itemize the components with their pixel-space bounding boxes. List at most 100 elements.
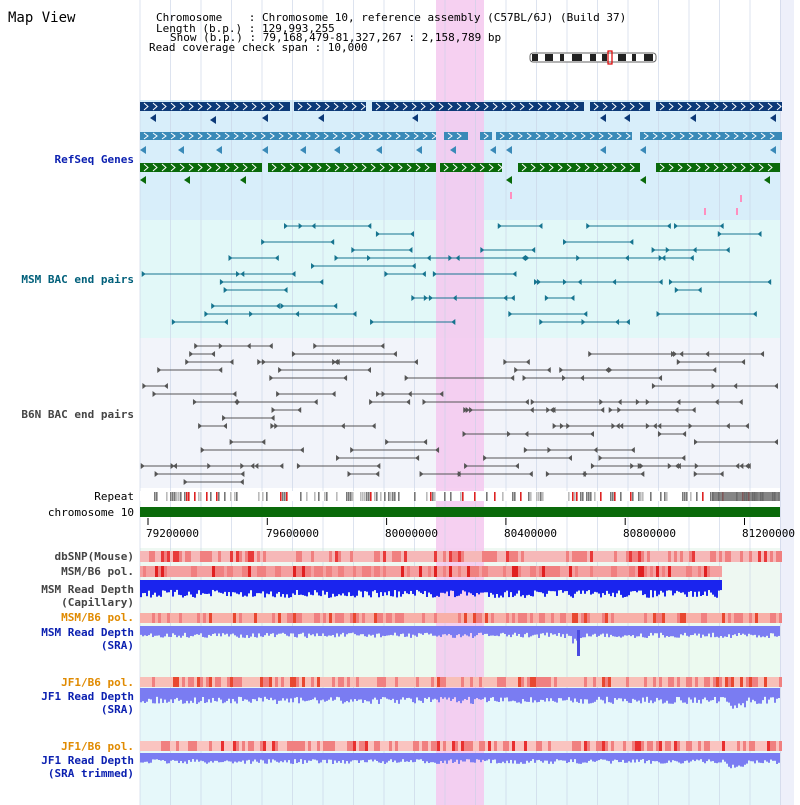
jf1-depth-trimmed bbox=[702, 753, 704, 762]
track-label-jf1-b6-pol[interactable]: JF1/B6 pol. bbox=[61, 676, 134, 689]
dbsnp-density bbox=[674, 551, 677, 562]
strand-arrow bbox=[438, 102, 444, 111]
msm-b6-polymorphism-sra bbox=[419, 613, 422, 623]
b6n-bac-pair-end bbox=[694, 463, 699, 469]
msm-b6-polymorphism bbox=[314, 566, 317, 577]
dbsnp-density bbox=[164, 551, 167, 562]
msm-b6-polymorphism bbox=[245, 566, 248, 577]
dbsnp-density bbox=[443, 551, 446, 562]
jf1-b6-polymorphism-trimmed bbox=[653, 741, 656, 751]
jf1-depth-trimmed bbox=[420, 753, 422, 760]
track-label-msm-bac[interactable]: MSM BAC end pairs bbox=[21, 273, 134, 286]
jf1-depth-trimmed bbox=[506, 753, 508, 761]
msm-b6-polymorphism-sra bbox=[677, 613, 680, 623]
track-label-msm-depth-sra[interactable]: MSM Read Depth bbox=[41, 626, 134, 639]
jf1-depth-trimmed bbox=[218, 753, 220, 763]
msm-depth-sra bbox=[374, 626, 376, 638]
jf1-depth-sra bbox=[264, 688, 266, 697]
jf1-b6-polymorphism-trimmed bbox=[725, 741, 728, 751]
jf1-depth-sra bbox=[446, 688, 448, 700]
b6n-bac-pair-end bbox=[232, 391, 237, 397]
b6n-bac-pair-end bbox=[599, 399, 604, 405]
msm-depth-sra bbox=[562, 626, 564, 635]
b6n-bac-pair-end bbox=[261, 439, 266, 445]
msm-depth-capillary bbox=[550, 580, 552, 592]
msm-b6-polymorphism bbox=[167, 566, 170, 577]
strand-arrow bbox=[323, 132, 329, 140]
msm-bac-pair-end bbox=[577, 279, 582, 285]
jf1-depth-trimmed bbox=[560, 753, 562, 761]
jf1-depth-trimmed bbox=[748, 753, 750, 761]
jf1-b6-polymorphism-trimmed bbox=[734, 741, 737, 751]
b6n-bac-pair-end bbox=[268, 343, 273, 349]
msm-depth-sra bbox=[384, 626, 386, 637]
msm-b6-polymorphism-sra bbox=[290, 613, 293, 623]
jf1-b6-polymorphism bbox=[668, 677, 671, 687]
track-label-msm-depth-capillary[interactable]: MSM Read Depth bbox=[41, 583, 134, 596]
strand-arrow bbox=[233, 132, 239, 140]
jf1-b6-polymorphism bbox=[695, 677, 698, 687]
dbsnp-density bbox=[737, 551, 740, 562]
track-label-b6n-bac[interactable]: B6N BAC end pairs bbox=[21, 408, 134, 421]
msm-depth-sra bbox=[504, 626, 506, 635]
jf1-depth-sra bbox=[326, 688, 328, 701]
msm-depth-capillary bbox=[394, 580, 396, 591]
msm-depth-capillary bbox=[588, 580, 590, 591]
dbsnp-density bbox=[374, 551, 377, 562]
msm-b6-polymorphism bbox=[449, 566, 452, 577]
track-label-refseq[interactable]: RefSeq Genes bbox=[54, 153, 134, 166]
strand-arrow bbox=[289, 163, 295, 172]
jf1-b6-polymorphism-trimmed bbox=[602, 741, 605, 751]
dbsnp-density bbox=[629, 551, 632, 562]
jf1-depth-trimmed bbox=[326, 753, 328, 764]
repeat-element bbox=[262, 492, 264, 501]
msm-b6-polymorphism bbox=[269, 566, 272, 577]
jf1-depth-sra bbox=[168, 688, 170, 702]
dbsnp-density bbox=[773, 551, 776, 562]
msm-depth-sra bbox=[382, 626, 384, 636]
msm-depth-sra bbox=[724, 626, 726, 637]
b6n-bac-pair-end bbox=[671, 351, 676, 357]
repeat-element bbox=[572, 492, 574, 501]
dbsnp-density bbox=[176, 551, 179, 562]
track-label-msm-b6-pol[interactable]: MSM/B6 pol. bbox=[61, 565, 134, 578]
jf1-b6-polymorphism-trimmed bbox=[356, 741, 359, 751]
msm-b6-polymorphism bbox=[554, 566, 557, 577]
msm-depth-capillary bbox=[710, 580, 712, 593]
jf1-depth-sra bbox=[712, 688, 714, 701]
dbsnp-density bbox=[419, 551, 422, 562]
msm-b6-polymorphism-sra bbox=[542, 613, 545, 623]
track-label-jf1-depth-sra[interactable]: JF1 Read Depth bbox=[41, 690, 134, 703]
jf1-depth-trimmed bbox=[222, 753, 224, 763]
msm-depth-sra bbox=[288, 626, 290, 637]
dbsnp-density bbox=[341, 551, 344, 562]
track-label-jf1-depth-trimmed[interactable]: JF1 Read Depth bbox=[41, 754, 134, 767]
jf1-b6-polymorphism-trimmed bbox=[728, 741, 731, 751]
jf1-depth-sra bbox=[548, 688, 550, 702]
msm-b6-polymorphism-sra bbox=[644, 613, 647, 623]
dbsnp-density bbox=[608, 551, 611, 562]
track-label-dbsnp[interactable]: dbSNP(Mouse) bbox=[54, 550, 134, 563]
track-label-msm-b6-pol-2[interactable]: MSM/B6 pol. bbox=[61, 611, 134, 624]
jf1-depth-sra bbox=[608, 688, 610, 703]
jf1-depth-sra bbox=[532, 688, 534, 703]
msm-b6-polymorphism-sra bbox=[422, 613, 425, 623]
msm-depth-capillary bbox=[584, 580, 586, 594]
jf1-depth-trimmed bbox=[718, 753, 720, 763]
msm-b6-polymorphism bbox=[272, 566, 275, 577]
refseq-small-gene bbox=[140, 146, 146, 154]
msm-depth-capillary bbox=[670, 580, 672, 591]
jf1-depth-sra bbox=[374, 688, 376, 698]
repeat-element bbox=[352, 492, 354, 501]
repeat-element bbox=[216, 492, 218, 501]
msm-bac-pair-end bbox=[211, 303, 216, 309]
jf1-depth-sra bbox=[200, 688, 202, 701]
msm-depth-sra bbox=[460, 626, 462, 638]
jf1-b6-polymorphism-trimmed bbox=[572, 741, 575, 751]
dbsnp-density bbox=[614, 551, 617, 562]
strand-arrow bbox=[629, 102, 635, 111]
track-label-jf1-b6-pol-2[interactable]: JF1/B6 pol. bbox=[61, 740, 134, 753]
jf1-b6-polymorphism bbox=[554, 677, 557, 687]
jf1-depth-sra bbox=[210, 688, 212, 703]
strand-arrow bbox=[668, 163, 674, 172]
